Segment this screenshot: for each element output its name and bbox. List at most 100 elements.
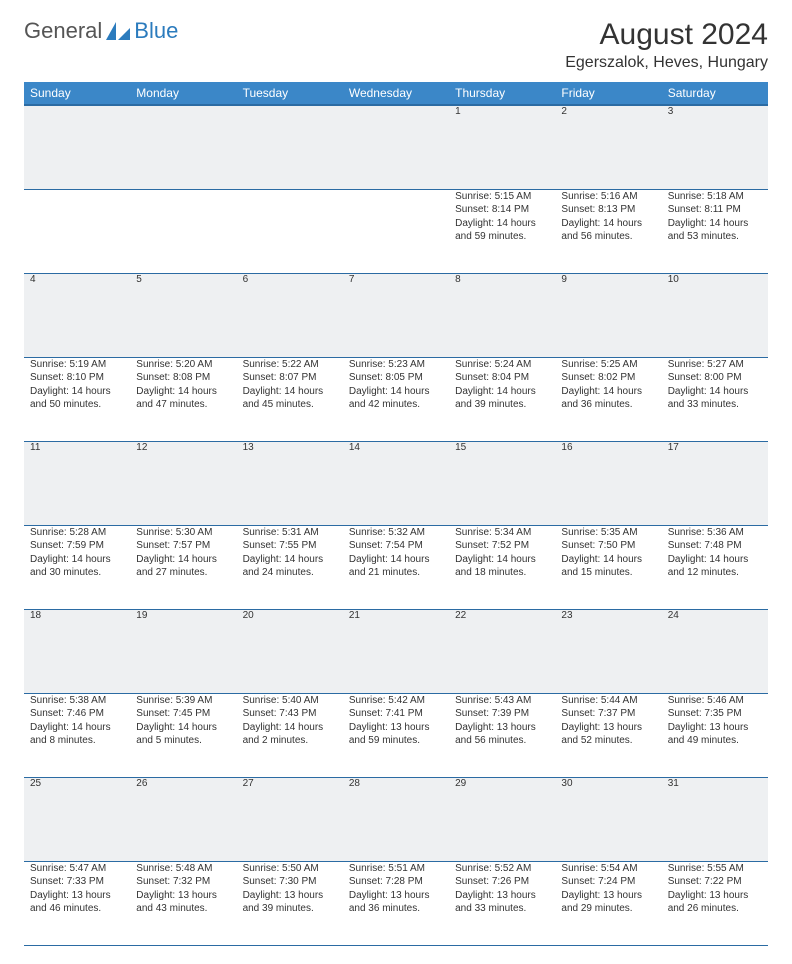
sunrise-line: Sunrise: 5:19 AM xyxy=(30,358,124,372)
weekday-header: Tuesday xyxy=(237,82,343,105)
day-cell xyxy=(24,189,130,273)
day-cell: Sunrise: 5:28 AMSunset: 7:59 PMDaylight:… xyxy=(24,525,130,609)
daylight-line-1: Daylight: 14 hours xyxy=(243,553,337,567)
sunrise-line: Sunrise: 5:39 AM xyxy=(136,694,230,708)
day-cell: Sunrise: 5:35 AMSunset: 7:50 PMDaylight:… xyxy=(555,525,661,609)
day-number: 24 xyxy=(662,609,768,693)
day-number: 28 xyxy=(343,777,449,861)
day-number: 27 xyxy=(237,777,343,861)
sunrise-line: Sunrise: 5:52 AM xyxy=(455,862,549,876)
day-cell: Sunrise: 5:47 AMSunset: 7:33 PMDaylight:… xyxy=(24,861,130,945)
day-number: 25 xyxy=(24,777,130,861)
sunset-line: Sunset: 7:35 PM xyxy=(668,707,762,721)
daylight-line-2: and 56 minutes. xyxy=(561,230,655,244)
day-number: 26 xyxy=(130,777,236,861)
weekday-header: Wednesday xyxy=(343,82,449,105)
daylight-line-1: Daylight: 13 hours xyxy=(561,889,655,903)
calendar-body: 123Sunrise: 5:15 AMSunset: 8:14 PMDaylig… xyxy=(24,105,768,945)
sunset-line: Sunset: 7:32 PM xyxy=(136,875,230,889)
sunrise-line: Sunrise: 5:46 AM xyxy=(668,694,762,708)
sunrise-line: Sunrise: 5:44 AM xyxy=(561,694,655,708)
day-content-row: Sunrise: 5:19 AMSunset: 8:10 PMDaylight:… xyxy=(24,357,768,441)
sunset-line: Sunset: 7:22 PM xyxy=(668,875,762,889)
day-cell: Sunrise: 5:42 AMSunset: 7:41 PMDaylight:… xyxy=(343,693,449,777)
day-cell xyxy=(130,189,236,273)
daylight-line-1: Daylight: 13 hours xyxy=(455,889,549,903)
daylight-line-2: and 5 minutes. xyxy=(136,734,230,748)
weekday-header: Monday xyxy=(130,82,236,105)
sunrise-line: Sunrise: 5:25 AM xyxy=(561,358,655,372)
sunset-line: Sunset: 7:45 PM xyxy=(136,707,230,721)
daylight-line-1: Daylight: 13 hours xyxy=(561,721,655,735)
daylight-line-1: Daylight: 14 hours xyxy=(455,553,549,567)
day-cell: Sunrise: 5:20 AMSunset: 8:08 PMDaylight:… xyxy=(130,357,236,441)
daylight-line-1: Daylight: 13 hours xyxy=(455,721,549,735)
brand-logo: General Blue xyxy=(24,18,178,44)
day-cell: Sunrise: 5:38 AMSunset: 7:46 PMDaylight:… xyxy=(24,693,130,777)
sunset-line: Sunset: 7:26 PM xyxy=(455,875,549,889)
sunrise-line: Sunrise: 5:15 AM xyxy=(455,190,549,204)
sunset-line: Sunset: 7:43 PM xyxy=(243,707,337,721)
sunset-line: Sunset: 7:59 PM xyxy=(30,539,124,553)
weekday-header: Thursday xyxy=(449,82,555,105)
day-number: 21 xyxy=(343,609,449,693)
day-cell: Sunrise: 5:24 AMSunset: 8:04 PMDaylight:… xyxy=(449,357,555,441)
sunset-line: Sunset: 7:54 PM xyxy=(349,539,443,553)
day-number-row: 123 xyxy=(24,105,768,189)
daylight-line-2: and 29 minutes. xyxy=(561,902,655,916)
day-number: 17 xyxy=(662,441,768,525)
day-number: 1 xyxy=(449,105,555,189)
daylight-line-1: Daylight: 14 hours xyxy=(30,553,124,567)
daylight-line-1: Daylight: 14 hours xyxy=(136,385,230,399)
day-cell: Sunrise: 5:44 AMSunset: 7:37 PMDaylight:… xyxy=(555,693,661,777)
day-cell xyxy=(343,189,449,273)
sunset-line: Sunset: 8:08 PM xyxy=(136,371,230,385)
calendar-page: General Blue August 2024 Egerszalok, Hev… xyxy=(0,0,792,964)
sunrise-line: Sunrise: 5:31 AM xyxy=(243,526,337,540)
day-content-row: Sunrise: 5:15 AMSunset: 8:14 PMDaylight:… xyxy=(24,189,768,273)
daylight-line-1: Daylight: 13 hours xyxy=(668,721,762,735)
sunset-line: Sunset: 7:52 PM xyxy=(455,539,549,553)
sunrise-line: Sunrise: 5:48 AM xyxy=(136,862,230,876)
daylight-line-1: Daylight: 14 hours xyxy=(668,553,762,567)
sunrise-line: Sunrise: 5:22 AM xyxy=(243,358,337,372)
daylight-line-2: and 50 minutes. xyxy=(30,398,124,412)
day-number-row: 25262728293031 xyxy=(24,777,768,861)
daylight-line-1: Daylight: 14 hours xyxy=(561,385,655,399)
sunset-line: Sunset: 7:28 PM xyxy=(349,875,443,889)
sunset-line: Sunset: 8:11 PM xyxy=(668,203,762,217)
daylight-line-2: and 18 minutes. xyxy=(455,566,549,580)
day-content-row: Sunrise: 5:47 AMSunset: 7:33 PMDaylight:… xyxy=(24,861,768,945)
daylight-line-2: and 42 minutes. xyxy=(349,398,443,412)
sunset-line: Sunset: 7:57 PM xyxy=(136,539,230,553)
daylight-line-1: Daylight: 13 hours xyxy=(668,889,762,903)
day-number xyxy=(130,105,236,189)
day-number: 20 xyxy=(237,609,343,693)
daylight-line-1: Daylight: 14 hours xyxy=(243,721,337,735)
weekday-header: Friday xyxy=(555,82,661,105)
daylight-line-1: Daylight: 13 hours xyxy=(243,889,337,903)
sunrise-line: Sunrise: 5:36 AM xyxy=(668,526,762,540)
day-cell: Sunrise: 5:34 AMSunset: 7:52 PMDaylight:… xyxy=(449,525,555,609)
sunrise-line: Sunrise: 5:30 AM xyxy=(136,526,230,540)
sunrise-line: Sunrise: 5:20 AM xyxy=(136,358,230,372)
daylight-line-1: Daylight: 13 hours xyxy=(30,889,124,903)
brand-sail-icon xyxy=(106,22,130,40)
day-cell: Sunrise: 5:18 AMSunset: 8:11 PMDaylight:… xyxy=(662,189,768,273)
day-number: 4 xyxy=(24,273,130,357)
sunrise-line: Sunrise: 5:23 AM xyxy=(349,358,443,372)
sunset-line: Sunset: 8:05 PM xyxy=(349,371,443,385)
daylight-line-2: and 56 minutes. xyxy=(455,734,549,748)
day-cell: Sunrise: 5:19 AMSunset: 8:10 PMDaylight:… xyxy=(24,357,130,441)
day-number: 3 xyxy=(662,105,768,189)
daylight-line-2: and 53 minutes. xyxy=(668,230,762,244)
day-number: 13 xyxy=(237,441,343,525)
daylight-line-1: Daylight: 14 hours xyxy=(455,217,549,231)
sunset-line: Sunset: 7:24 PM xyxy=(561,875,655,889)
sunrise-line: Sunrise: 5:34 AM xyxy=(455,526,549,540)
sunset-line: Sunset: 7:48 PM xyxy=(668,539,762,553)
day-number xyxy=(343,105,449,189)
day-number: 2 xyxy=(555,105,661,189)
day-cell: Sunrise: 5:30 AMSunset: 7:57 PMDaylight:… xyxy=(130,525,236,609)
day-cell: Sunrise: 5:22 AMSunset: 8:07 PMDaylight:… xyxy=(237,357,343,441)
